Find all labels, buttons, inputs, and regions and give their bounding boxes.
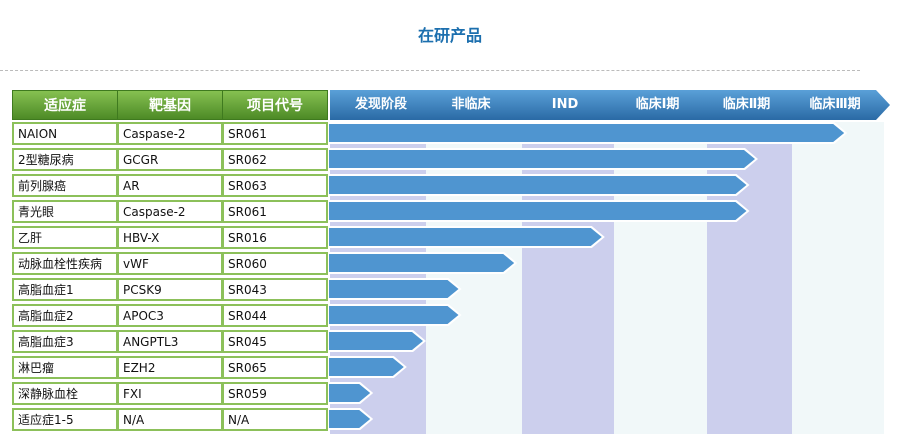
cell-indication: 深静脉血栓 <box>12 382 118 405</box>
cell-target: APOC3 <box>117 304 223 327</box>
cell-code: N/A <box>222 408 328 431</box>
cell-code: SR065 <box>222 356 328 379</box>
progress-bar-fill <box>329 228 602 246</box>
cell-indication: 适应症1-5 <box>12 408 118 431</box>
stage-header-1: 非临床 <box>414 90 528 120</box>
cell-target: GCGR <box>117 148 223 171</box>
progress-bar <box>329 200 750 222</box>
stage-header-0: 发现阶段 <box>330 90 432 120</box>
cell-indication: 青光眼 <box>12 200 118 223</box>
progress-bar <box>329 252 517 274</box>
progress-bar-fill <box>329 124 844 142</box>
header-indication: 适应症 <box>12 90 118 120</box>
header-code: 项目代号 <box>222 90 328 120</box>
cell-indication: 高脂血症3 <box>12 330 118 353</box>
progress-bar-fill <box>329 384 370 402</box>
cell-indication: 前列腺癌 <box>12 174 118 197</box>
cell-code: SR059 <box>222 382 328 405</box>
cell-target: PCSK9 <box>117 278 223 301</box>
header-target: 靶基因 <box>117 90 223 120</box>
stage-header-4: 临床Ⅱ期 <box>695 90 798 120</box>
cell-code: SR043 <box>222 278 328 301</box>
cell-code: SR016 <box>222 226 328 249</box>
progress-bar <box>329 148 758 170</box>
progress-bar-fill <box>329 280 459 298</box>
cell-indication: 高脂血症1 <box>12 278 118 301</box>
cell-target: HBV-X <box>117 226 223 249</box>
cell-code: SR061 <box>222 200 328 223</box>
cell-code: SR061 <box>222 122 328 145</box>
cell-indication: NAION <box>12 122 118 145</box>
cell-code: SR062 <box>222 148 328 171</box>
progress-bar <box>329 382 373 404</box>
cell-target: vWF <box>117 252 223 275</box>
cell-code: SR045 <box>222 330 328 353</box>
cell-indication: 高脂血症2 <box>12 304 118 327</box>
progress-bar-fill <box>329 306 459 324</box>
progress-bar <box>329 226 605 248</box>
cell-target: FXI <box>117 382 223 405</box>
cell-indication: 动脉血栓性疾病 <box>12 252 118 275</box>
progress-bar <box>329 408 373 430</box>
cell-code: SR060 <box>222 252 328 275</box>
stage-header-5: 临床Ⅲ期 <box>780 90 890 120</box>
cell-target: N/A <box>117 408 223 431</box>
page-title: 在研产品 <box>417 26 482 45</box>
progress-bar <box>329 174 750 196</box>
cell-target: Caspase-2 <box>117 200 223 223</box>
stage-header-2: IND <box>510 90 620 120</box>
cell-indication: 2型糖尿病 <box>12 148 118 171</box>
progress-bar-fill <box>329 332 423 350</box>
progress-bar-fill <box>329 358 404 376</box>
cell-code: SR044 <box>222 304 328 327</box>
progress-bar-fill <box>329 254 514 272</box>
progress-bar-fill <box>329 150 755 168</box>
divider <box>0 70 860 71</box>
progress-bar <box>329 356 407 378</box>
progress-bar <box>329 330 426 352</box>
cell-target: Caspase-2 <box>117 122 223 145</box>
stage-column-bg <box>792 122 884 434</box>
progress-bar-fill <box>329 202 747 220</box>
cell-indication: 淋巴瘤 <box>12 356 118 379</box>
stage-header-3: 临床Ⅰ期 <box>602 90 713 120</box>
cell-target: EZH2 <box>117 356 223 379</box>
progress-bar <box>329 304 462 326</box>
cell-indication: 乙肝 <box>12 226 118 249</box>
cell-target: AR <box>117 174 223 197</box>
cell-code: SR063 <box>222 174 328 197</box>
progress-bar-fill <box>329 176 747 194</box>
progress-bar-fill <box>329 410 370 428</box>
cell-target: ANGPTL3 <box>117 330 223 353</box>
progress-bar <box>329 278 462 300</box>
progress-bar <box>329 122 847 144</box>
